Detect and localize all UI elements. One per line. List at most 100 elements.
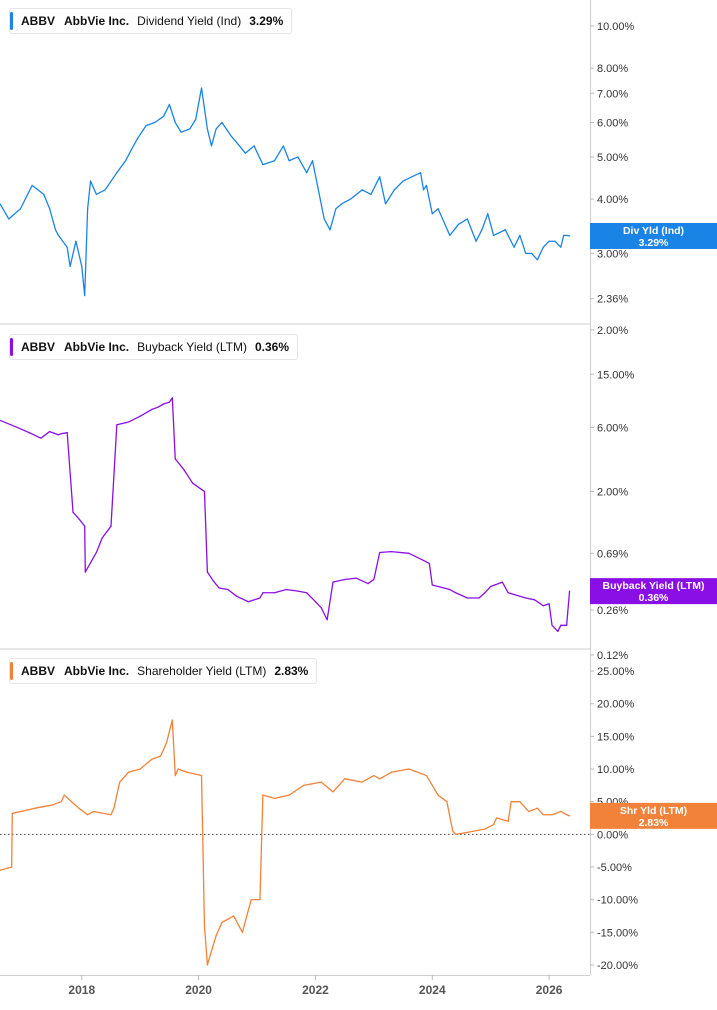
data-point xyxy=(379,551,381,554)
data-point xyxy=(510,801,512,803)
data-point xyxy=(484,592,486,594)
data-point xyxy=(317,189,319,191)
data-point xyxy=(437,208,439,210)
data-point xyxy=(215,128,217,130)
data-point xyxy=(157,406,159,408)
data-point xyxy=(28,432,30,434)
y-tick-label: 7.00% xyxy=(597,88,628,100)
data-point xyxy=(151,408,153,411)
data-point xyxy=(87,208,89,210)
data-point xyxy=(525,252,527,255)
dividend-yield-legend: ABBV AbbVie Inc. Dividend Yield (Ind) 3.… xyxy=(9,8,293,34)
y-tick-label: 20.00% xyxy=(597,699,635,711)
data-point xyxy=(355,577,357,579)
data-point xyxy=(560,624,562,626)
data-point xyxy=(154,121,156,124)
legend-company: AbbVie Inc. xyxy=(64,14,130,28)
legend-value: 2.83% xyxy=(274,664,309,678)
data-point xyxy=(84,525,86,527)
y-tick-label: 6.00% xyxy=(597,423,628,435)
data-point xyxy=(449,234,451,237)
data-point xyxy=(104,189,106,191)
data-point xyxy=(466,831,468,833)
badge-label: Buyback Yield (LTM) xyxy=(603,580,705,592)
data-point xyxy=(478,597,480,599)
data-point xyxy=(455,592,457,594)
data-point xyxy=(215,934,217,937)
series-line xyxy=(0,397,571,633)
data-point xyxy=(273,797,276,800)
data-point xyxy=(326,619,328,621)
data-point xyxy=(89,180,92,182)
data-point xyxy=(206,571,208,573)
legend-ticker: ABBV xyxy=(21,14,56,28)
data-point xyxy=(241,931,244,933)
data-point xyxy=(519,595,521,597)
data-point xyxy=(379,778,381,780)
badge-label: Div Yld (Ind) xyxy=(623,225,684,237)
data-point xyxy=(84,571,86,573)
data-point xyxy=(344,778,346,780)
data-point xyxy=(495,817,498,819)
data-point xyxy=(60,801,62,803)
data-point xyxy=(306,172,308,174)
data-point xyxy=(566,814,568,816)
data-point xyxy=(349,198,352,200)
data-point xyxy=(542,605,544,607)
data-point xyxy=(165,742,168,744)
data-point xyxy=(110,814,112,816)
y-tick-label: 0.00% xyxy=(597,829,628,841)
data-point xyxy=(566,234,568,237)
y-tick-label: 15.00% xyxy=(597,369,635,381)
data-point xyxy=(507,820,509,822)
data-point xyxy=(11,812,13,815)
data-point xyxy=(297,156,299,158)
legend-ticker: ABBV xyxy=(21,340,56,354)
data-point xyxy=(34,807,36,809)
data-point xyxy=(127,421,130,423)
data-point xyxy=(238,145,241,147)
data-point xyxy=(419,172,422,174)
data-point xyxy=(192,482,194,484)
data-point xyxy=(162,403,165,405)
x-tick-label: 2026 xyxy=(536,983,563,997)
data-point xyxy=(203,490,206,493)
data-point xyxy=(116,172,118,174)
data-point xyxy=(568,815,571,817)
data-point xyxy=(221,921,223,924)
data-point xyxy=(87,814,89,816)
data-point xyxy=(210,145,213,147)
data-point xyxy=(43,193,45,196)
data-point xyxy=(566,624,568,626)
data-point xyxy=(568,235,571,237)
data-point xyxy=(408,552,410,554)
data-point xyxy=(551,624,553,626)
legend-color-bar xyxy=(10,662,13,680)
data-point xyxy=(31,184,33,187)
data-point xyxy=(212,944,214,946)
data-point xyxy=(431,213,433,215)
data-point xyxy=(139,415,141,417)
data-point xyxy=(560,246,562,248)
data-point xyxy=(92,810,95,813)
series-buyback-yield-ltm- xyxy=(0,397,571,633)
data-point xyxy=(253,145,255,147)
data-point xyxy=(0,419,1,421)
y-tick-label: 25.00% xyxy=(597,666,635,678)
data-point xyxy=(206,964,208,966)
data-point xyxy=(446,801,448,803)
data-point xyxy=(49,430,51,433)
data-point xyxy=(57,434,60,436)
data-point xyxy=(244,152,246,154)
data-point xyxy=(361,189,363,191)
x-tick-label: 2024 xyxy=(419,983,446,997)
data-point xyxy=(139,768,141,770)
data-point xyxy=(262,592,264,594)
badge-value: 3.29% xyxy=(639,237,669,249)
data-point xyxy=(49,208,51,210)
data-point xyxy=(370,193,372,196)
legend-ticker: ABBV xyxy=(21,664,56,678)
legend-value: 3.29% xyxy=(249,14,284,28)
data-point xyxy=(384,203,387,205)
